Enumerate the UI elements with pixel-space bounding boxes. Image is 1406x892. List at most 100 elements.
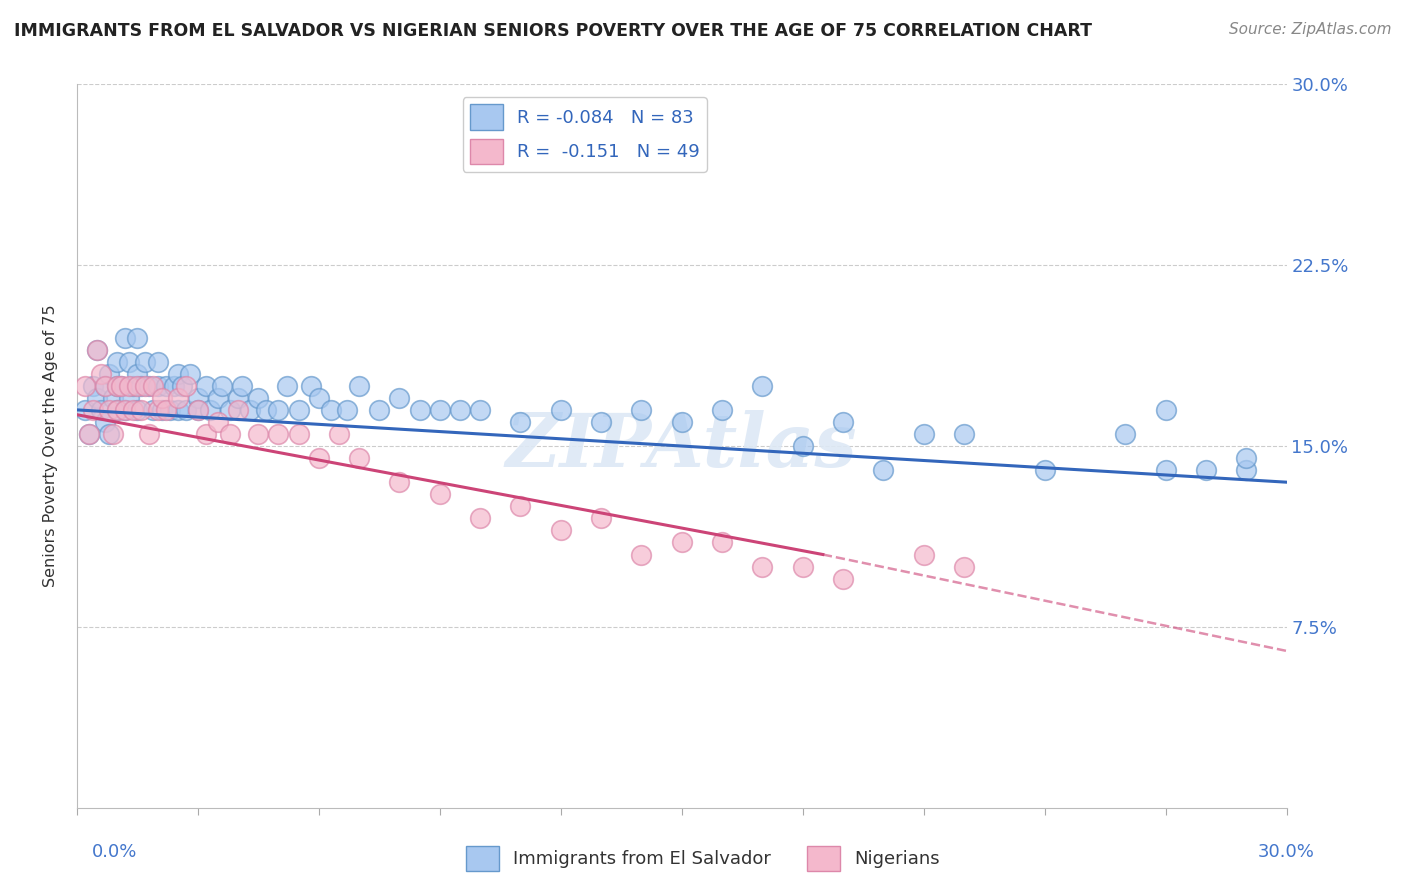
- Point: [187, 402, 209, 417]
- Point: [194, 378, 217, 392]
- Point: [832, 415, 855, 429]
- Point: [226, 391, 249, 405]
- Point: [429, 487, 451, 501]
- Point: [388, 391, 411, 405]
- Point: [86, 343, 108, 357]
- Point: [101, 391, 124, 405]
- Point: [711, 402, 734, 417]
- Point: [142, 378, 165, 392]
- Point: [155, 378, 177, 392]
- Point: [118, 354, 141, 368]
- Legend: R = -0.084   N = 83, R =  -0.151   N = 49: R = -0.084 N = 83, R = -0.151 N = 49: [463, 97, 707, 171]
- Point: [146, 402, 169, 417]
- Point: [174, 402, 197, 417]
- Point: [207, 391, 229, 405]
- Point: [110, 378, 132, 392]
- Point: [276, 378, 298, 392]
- Point: [101, 427, 124, 442]
- Point: [509, 500, 531, 514]
- Point: [408, 402, 430, 417]
- Point: [751, 378, 773, 392]
- Point: [82, 378, 104, 392]
- Point: [166, 391, 188, 405]
- Point: [146, 378, 169, 392]
- Point: [219, 402, 242, 417]
- Point: [832, 572, 855, 586]
- Point: [98, 427, 121, 442]
- Point: [267, 427, 290, 442]
- Point: [247, 391, 270, 405]
- Point: [347, 378, 370, 392]
- Point: [134, 378, 156, 392]
- Point: [711, 535, 734, 549]
- Point: [131, 378, 153, 392]
- Point: [90, 367, 112, 381]
- Point: [179, 367, 201, 381]
- Point: [82, 402, 104, 417]
- Point: [328, 427, 350, 442]
- Point: [98, 367, 121, 381]
- Point: [219, 427, 242, 442]
- Y-axis label: Seniors Poverty Over the Age of 75: Seniors Poverty Over the Age of 75: [44, 305, 58, 587]
- Point: [308, 451, 330, 466]
- Point: [150, 391, 173, 405]
- Point: [187, 391, 209, 405]
- Point: [953, 559, 976, 574]
- Point: [449, 402, 471, 417]
- Legend: Immigrants from El Salvador, Nigerians: Immigrants from El Salvador, Nigerians: [458, 838, 948, 879]
- Point: [287, 427, 309, 442]
- Point: [122, 402, 145, 417]
- Point: [468, 511, 491, 525]
- Point: [86, 391, 108, 405]
- Point: [1154, 402, 1177, 417]
- Text: IMMIGRANTS FROM EL SALVADOR VS NIGERIAN SENIORS POVERTY OVER THE AGE OF 75 CORRE: IMMIGRANTS FROM EL SALVADOR VS NIGERIAN …: [14, 22, 1092, 40]
- Point: [166, 402, 188, 417]
- Point: [550, 402, 572, 417]
- Point: [73, 402, 96, 417]
- Point: [953, 427, 976, 442]
- Point: [94, 378, 117, 392]
- Point: [150, 402, 173, 417]
- Point: [118, 378, 141, 392]
- Point: [591, 415, 613, 429]
- Point: [127, 330, 149, 344]
- Point: [368, 402, 391, 417]
- Point: [166, 367, 188, 381]
- Point: [77, 427, 100, 442]
- Point: [207, 415, 229, 429]
- Point: [1234, 451, 1257, 466]
- Point: [105, 354, 128, 368]
- Point: [429, 402, 451, 417]
- Point: [336, 402, 359, 417]
- Point: [114, 330, 136, 344]
- Point: [792, 559, 814, 574]
- Point: [163, 378, 186, 392]
- Text: 0.0%: 0.0%: [91, 843, 136, 861]
- Text: 30.0%: 30.0%: [1258, 843, 1315, 861]
- Point: [1234, 463, 1257, 477]
- Point: [912, 548, 935, 562]
- Point: [509, 415, 531, 429]
- Point: [247, 427, 270, 442]
- Point: [1195, 463, 1218, 477]
- Point: [226, 402, 249, 417]
- Point: [105, 402, 128, 417]
- Point: [591, 511, 613, 525]
- Point: [1114, 427, 1136, 442]
- Point: [127, 367, 149, 381]
- Point: [94, 415, 117, 429]
- Point: [110, 378, 132, 392]
- Point: [138, 378, 160, 392]
- Point: [155, 402, 177, 417]
- Point: [630, 402, 652, 417]
- Text: Source: ZipAtlas.com: Source: ZipAtlas.com: [1229, 22, 1392, 37]
- Point: [131, 402, 153, 417]
- Point: [287, 402, 309, 417]
- Point: [1033, 463, 1056, 477]
- Point: [174, 378, 197, 392]
- Point: [388, 475, 411, 490]
- Point: [105, 378, 128, 392]
- Point: [239, 402, 262, 417]
- Point: [254, 402, 277, 417]
- Point: [267, 402, 290, 417]
